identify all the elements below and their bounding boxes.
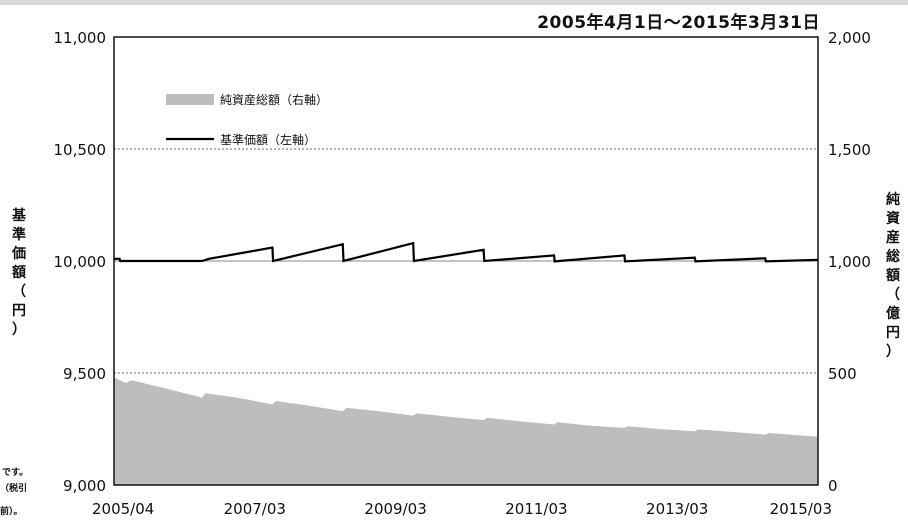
- axis-label-char: 準: [12, 227, 26, 243]
- axis-label-char: 基: [12, 208, 26, 224]
- legend-swatch-area: [166, 94, 214, 105]
- legend-label-line: 基準価額（左軸）: [220, 132, 316, 147]
- axis-label-char: 純: [886, 192, 900, 208]
- note-fragment: です。: [2, 468, 29, 478]
- axis-label-char: 額: [886, 268, 900, 284]
- axis-label-char: 円: [12, 303, 26, 319]
- series-line-nav: [114, 241, 819, 263]
- series-area-net-assets: [114, 377, 818, 485]
- note-fragment: （税引: [0, 484, 28, 494]
- note-fragment: 前）。: [0, 507, 23, 517]
- axis-label-char: （: [12, 284, 26, 300]
- left-tick-label: 11,000: [54, 29, 107, 47]
- right-tick-label: 1,500: [828, 141, 871, 159]
- axis-label-char: 資: [886, 211, 900, 227]
- axis-label-char: 価: [12, 246, 26, 262]
- legend-label-area: 純資産総額（右軸）: [220, 92, 328, 107]
- axis-label-char: 額: [12, 265, 26, 281]
- left-tick-label: 9,000: [63, 477, 106, 495]
- x-tick-label: 2009/03: [364, 500, 426, 518]
- x-tick-label: 2013/03: [646, 500, 708, 518]
- x-tick-label: 2007/03: [224, 500, 286, 518]
- x-tick-label: 2005/04: [92, 500, 154, 518]
- axis-label-char: 総: [886, 249, 900, 265]
- left-axis-label: 基準価額 （ 円 ）: [10, 207, 28, 340]
- period-label: 2005年4月1日～2015年3月31日: [537, 13, 820, 33]
- right-tick-label: 2,000: [828, 29, 871, 47]
- right-tick-label: 1,000: [828, 253, 871, 271]
- right-axis-label: 純資産総額 （ 億円 ）: [884, 191, 902, 362]
- axis-label-char: ）: [886, 344, 900, 360]
- left-tick-label: 10,500: [54, 141, 107, 159]
- left-tick-label: 9,500: [63, 365, 106, 383]
- axis-label-char: 産: [886, 230, 900, 246]
- axis-label-char: （: [886, 287, 900, 303]
- right-tick-label: 500: [828, 365, 857, 383]
- x-tick-label: 2011/03: [505, 500, 567, 518]
- right-tick-label: 0: [828, 477, 838, 495]
- axis-label-char: ）: [12, 322, 26, 338]
- left-tick-label: 10,000: [54, 253, 107, 271]
- top-border: [0, 0, 908, 5]
- axis-label-char: 円: [886, 325, 900, 341]
- axis-label-char: 億: [886, 306, 900, 322]
- x-tick-label: 2015/03: [770, 500, 832, 518]
